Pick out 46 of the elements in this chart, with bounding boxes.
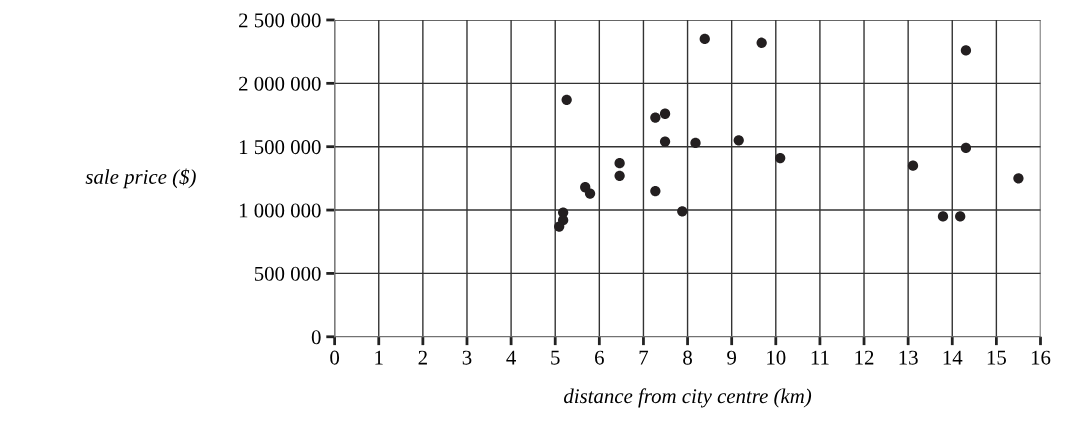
y-tick-label: 1 000 000 — [239, 203, 321, 218]
point — [650, 112, 661, 123]
y-tick-label: 1 500 000 — [239, 140, 321, 155]
x-tick-label: 8 — [683, 350, 692, 365]
point — [960, 142, 972, 154]
x-tick-label: 14 — [943, 350, 963, 365]
x-tick-label: 10 — [767, 350, 786, 365]
point — [584, 188, 596, 199]
x-tick-label: 2 — [418, 350, 427, 365]
x-tick-label: 5 — [551, 350, 560, 365]
y-tick-label: 0 — [311, 330, 321, 345]
x-tick-label: 4 — [506, 350, 516, 365]
point — [690, 137, 701, 149]
x-tick-label: 0 — [330, 350, 340, 365]
x-tick-label: 9 — [727, 350, 737, 365]
point — [756, 37, 767, 48]
x-tick-label: 15 — [987, 350, 1006, 365]
point — [960, 45, 972, 56]
x-axis-title: distance from city centre (km) — [564, 388, 812, 408]
x-tick-label: 16 — [1031, 350, 1051, 365]
y-tick-label: 2 500 000 — [239, 13, 321, 28]
x-tick-label: 11 — [811, 350, 829, 365]
point — [733, 135, 744, 146]
x-tick-label: 3 — [462, 350, 472, 365]
point — [561, 94, 572, 105]
point — [554, 221, 565, 232]
point — [659, 108, 671, 119]
point — [699, 33, 710, 45]
point — [614, 158, 625, 169]
x-tick-label: 6 — [595, 350, 604, 365]
point — [614, 170, 625, 181]
y-axis-title: sale price ($) — [85, 168, 196, 189]
point — [1013, 173, 1024, 184]
point — [775, 152, 786, 164]
point — [907, 160, 919, 171]
point — [650, 185, 661, 197]
x-tick-label: 12 — [855, 350, 874, 365]
point — [677, 206, 688, 217]
y-tick-label: 500 000 — [254, 266, 321, 281]
point — [955, 211, 966, 222]
point — [659, 136, 671, 147]
x-tick-label: 13 — [899, 350, 918, 365]
x-tick-label: 7 — [639, 350, 649, 365]
point — [937, 211, 949, 222]
x-tick-label: 1 — [375, 350, 383, 365]
y-tick-label: 2 000 000 — [239, 76, 321, 91]
